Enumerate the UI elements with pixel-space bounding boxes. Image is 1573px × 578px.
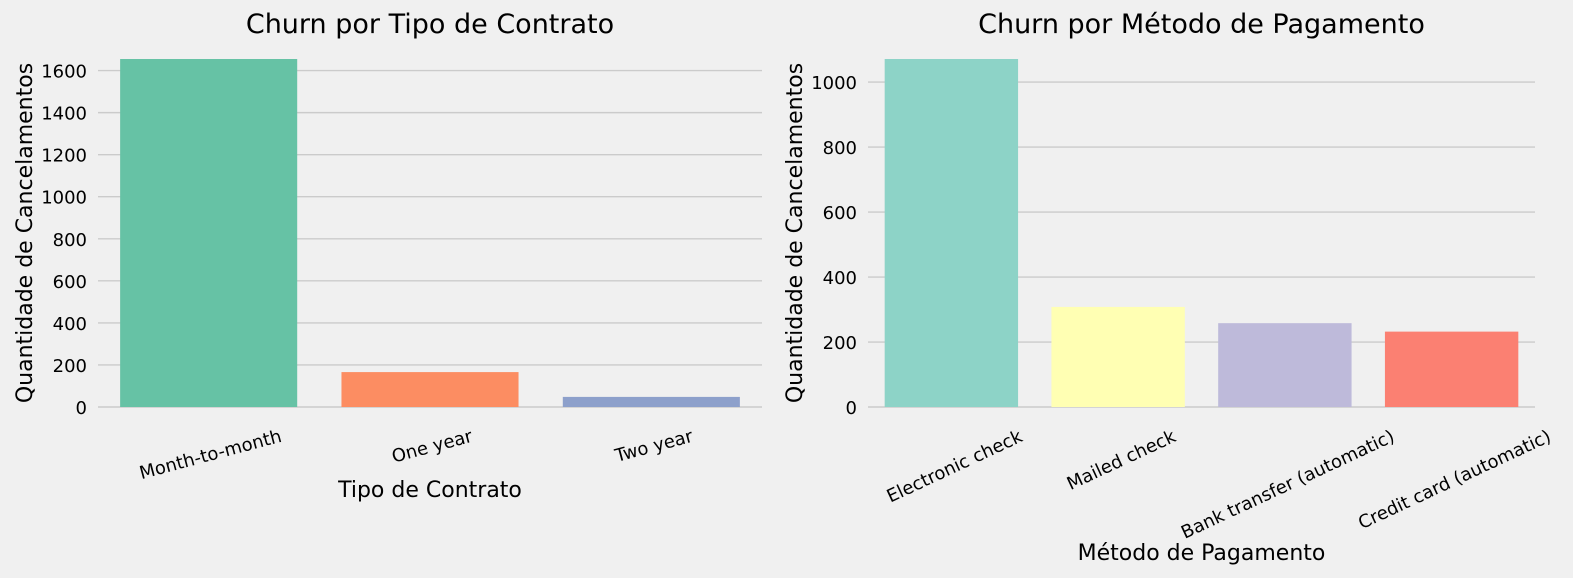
x-axis-label: Tipo de Contrato [337, 478, 522, 503]
x-tick-label: Electronic check [884, 426, 1027, 507]
bar-mailed-check [1051, 306, 1185, 407]
bar-month-to-month [120, 59, 298, 407]
y-tick-label: 1200 [41, 146, 87, 167]
y-tick-label: 1000 [41, 188, 87, 209]
y-tick-label: 0 [76, 398, 87, 419]
bar-bank-transfer-automatic [1218, 323, 1352, 407]
chart-title: Churn por Tipo de Contrato [246, 9, 614, 40]
chart-title: Churn por Método de Pagamento [978, 9, 1425, 40]
y-tick-labels: 0 200 400 600 800 1000 [811, 73, 857, 419]
y-tick-label: 800 [53, 230, 87, 251]
x-tick-label: Month-to-month [137, 426, 284, 484]
bar-one-year [341, 372, 519, 407]
y-tick-label: 1000 [811, 73, 857, 94]
y-tick-label: 400 [53, 314, 87, 335]
y-tick-label: 600 [823, 203, 857, 224]
y-tick-labels: 0 200 400 600 800 1000 1200 1400 1600 [41, 62, 87, 419]
bars [884, 59, 1519, 407]
y-tick-label: 1400 [41, 104, 87, 125]
y-tick-label: 0 [846, 398, 857, 419]
chart-contract-type: Churn por Tipo de Contrato 0 200 400 600 800… [13, 9, 762, 503]
bar-electronic-check [884, 59, 1019, 407]
y-axis-label: Quantidade de Cancelamentos [783, 63, 808, 403]
x-tick-label: Mailed check [1064, 426, 1180, 495]
x-tick-label: One year [390, 426, 476, 468]
y-axis-label: Quantidade de Cancelamentos [13, 63, 38, 403]
bar-two-year [562, 396, 740, 407]
y-tick-label: 400 [823, 268, 857, 289]
chart-payment-method: Churn por Método de Pagamento 0 200 400 600… [783, 9, 1554, 566]
y-tick-label: 1600 [41, 62, 87, 83]
y-tick-label: 600 [53, 272, 87, 293]
y-tick-label: 200 [53, 356, 87, 377]
y-tick-label: 200 [823, 333, 857, 354]
x-tick-label: Two year [612, 426, 696, 467]
bars [120, 59, 740, 407]
y-tick-label: 800 [823, 138, 857, 159]
x-tick-labels: Month-to-month One year Two year [137, 426, 696, 484]
bar-credit-card-automatic [1384, 331, 1519, 407]
x-axis-label: Método de Pagamento [1078, 541, 1326, 566]
